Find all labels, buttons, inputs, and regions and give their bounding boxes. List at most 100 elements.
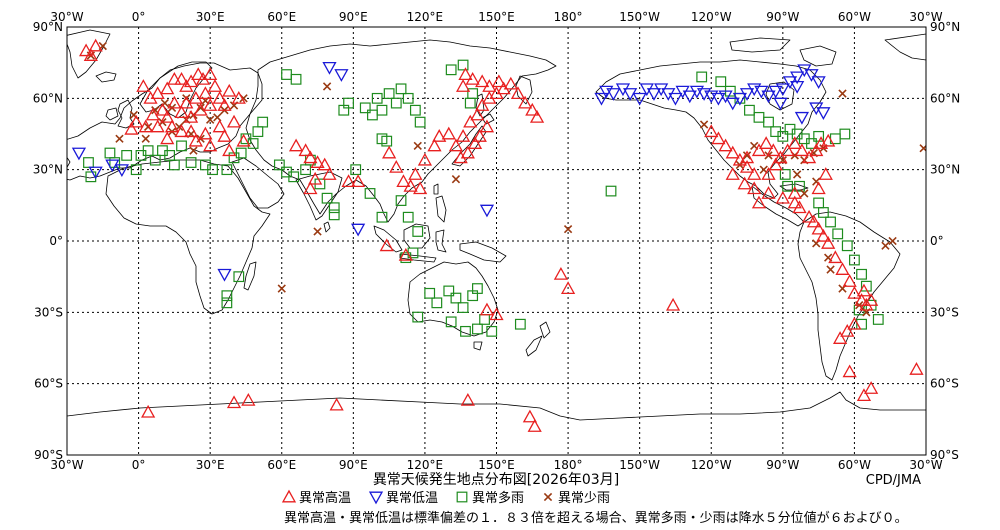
- wet-marker: [359, 102, 371, 114]
- coastline-new-guinea: [459, 241, 507, 263]
- coastline-sri-lanka: [323, 221, 331, 233]
- hot-marker: [398, 247, 413, 261]
- hot-marker: [145, 107, 161, 121]
- hot-marker: [491, 74, 506, 88]
- wet-marker: [696, 71, 708, 83]
- hot-marker: [787, 136, 802, 149]
- lon-tick-label-top: 90°W: [766, 10, 799, 24]
- dry-marker: [919, 144, 926, 153]
- hot-marker: [310, 155, 325, 168]
- hot-marker: [441, 126, 456, 140]
- wet-marker: [744, 104, 755, 116]
- wet-marker: [273, 159, 285, 171]
- hot-marker: [510, 86, 526, 100]
- hot-marker: [773, 150, 788, 164]
- hot-marker: [463, 114, 478, 128]
- lon-tick-label-top: 30°W: [50, 10, 83, 24]
- lon-tick-label-bottom: 90°E: [339, 458, 368, 472]
- hot-marker: [460, 145, 475, 159]
- cold-marker: [606, 88, 621, 101]
- lon-tick-label-bottom: 60°W: [838, 458, 871, 472]
- wet-marker: [176, 140, 187, 152]
- lon-tick-label-bottom: 180°: [554, 458, 583, 472]
- wet-marker: [364, 188, 376, 199]
- hot-marker: [308, 171, 323, 185]
- wet-marker: [376, 211, 388, 223]
- dry-marker: [881, 241, 890, 250]
- wet-marker: [288, 171, 300, 183]
- wet-marker: [412, 226, 424, 237]
- wet-marker: [121, 150, 133, 161]
- hot-marker: [842, 364, 857, 378]
- hot-marker: [217, 129, 232, 142]
- hot-marker: [129, 114, 144, 128]
- wet-marker: [328, 209, 340, 221]
- hot-marker: [174, 71, 189, 85]
- wet-marker: [782, 180, 794, 192]
- wet-marker: [412, 311, 424, 323]
- coastline-antarctica: [67, 391, 926, 421]
- coastline-baffin-island: [799, 45, 837, 67]
- hot-marker: [183, 110, 199, 123]
- hot-marker: [222, 143, 237, 157]
- dry-marker: [563, 224, 573, 234]
- wet-marker: [445, 316, 457, 328]
- lon-tick-label-top: 60°W: [838, 10, 871, 24]
- hot-marker: [503, 76, 518, 90]
- hot-marker: [88, 38, 103, 52]
- hot-marker: [801, 209, 817, 223]
- cold-marker: [794, 111, 810, 125]
- hot-marker: [203, 98, 218, 111]
- hot-marker: [725, 167, 740, 180]
- cold-marker: [105, 159, 120, 173]
- hot-marker: [821, 236, 836, 249]
- wet-marker: [445, 64, 457, 76]
- cold-marker: [773, 97, 788, 111]
- coastline-sakhalin: [475, 93, 485, 117]
- hot-marker: [222, 83, 237, 97]
- wet-marker: [321, 192, 333, 204]
- wet-marker: [142, 145, 154, 157]
- lat-tick-label-left: 90°S: [34, 448, 63, 462]
- wet-marker: [395, 83, 407, 95]
- wet-marker: [221, 297, 233, 309]
- hot-marker: [231, 90, 246, 104]
- hot-marker: [553, 266, 569, 280]
- cold-marker: [114, 164, 129, 178]
- hot-marker: [816, 228, 831, 242]
- cold-marker: [334, 69, 349, 82]
- dry-marker: [451, 175, 461, 184]
- cold-marker: [71, 147, 87, 161]
- lon-tick-label-bottom: 0°: [132, 458, 146, 472]
- coastline-arabia: [231, 157, 285, 209]
- hot-marker: [840, 324, 855, 337]
- dry-marker: [699, 120, 709, 129]
- lat-tick-label-left: 60°S: [34, 377, 63, 391]
- lon-tick-label-top: 0°: [132, 10, 146, 24]
- lat-tick-label-left: 30°N: [33, 163, 63, 177]
- wet-marker: [414, 116, 426, 128]
- lon-tick-label-bottom: 30°E: [196, 458, 225, 472]
- coastline-kamchatka: [515, 75, 533, 105]
- wet-marker: [350, 164, 362, 176]
- criteria-note: 異常高温・異常低温は標準偏差の１．８３倍を超える場合、異常多雨・少雨は降水５分位…: [284, 510, 908, 526]
- wet-marker: [825, 216, 836, 228]
- hot-marker: [809, 143, 824, 157]
- wet-marker: [460, 325, 471, 337]
- hot-marker: [322, 167, 337, 180]
- coastline-europe: [67, 62, 263, 181]
- cold-marker: [632, 92, 647, 106]
- axis-tick-labels: 30°W 30°W 0° 0° 30°E 30°E 60°E 60°E 90°E 90°E 120°…: [33, 10, 961, 472]
- hot-marker: [806, 214, 821, 228]
- cold-marker: [217, 268, 232, 282]
- hot-marker: [739, 159, 755, 173]
- cold-marker: [775, 83, 790, 97]
- hot-marker: [138, 119, 153, 133]
- lon-tick-label-top: 150°W: [619, 10, 660, 24]
- hot-marker: [288, 138, 304, 152]
- hot-marker: [212, 119, 227, 133]
- coastline-greenland: [67, 29, 111, 79]
- wet-marker: [777, 130, 789, 142]
- wet-marker: [383, 88, 395, 99]
